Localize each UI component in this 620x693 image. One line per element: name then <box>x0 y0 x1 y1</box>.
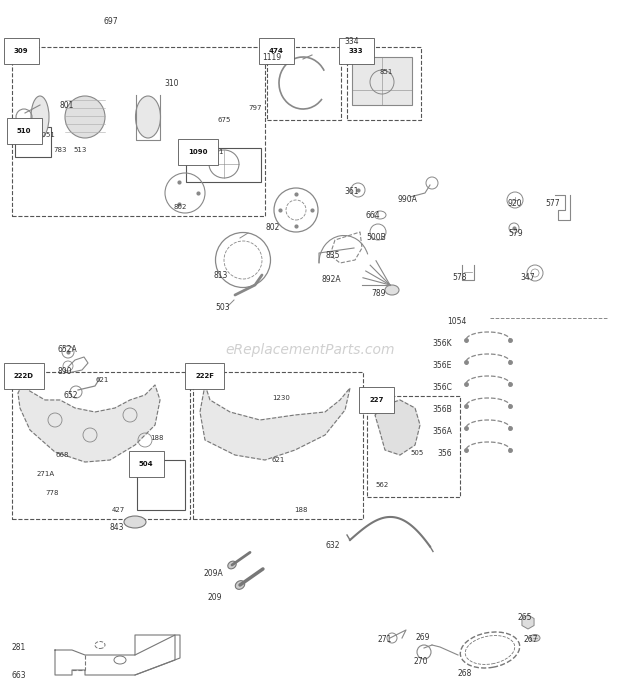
Text: 577: 577 <box>545 198 560 207</box>
Text: 579: 579 <box>508 229 523 238</box>
Text: 789: 789 <box>371 288 386 297</box>
Text: 562: 562 <box>375 482 388 488</box>
Text: 334: 334 <box>344 37 358 46</box>
Text: 309: 309 <box>14 48 29 54</box>
Text: 835: 835 <box>325 252 340 261</box>
Text: 801: 801 <box>60 100 74 109</box>
Bar <box>267 47 341 120</box>
Text: 310: 310 <box>164 80 179 89</box>
Text: 504: 504 <box>139 461 154 467</box>
Text: 222F: 222F <box>195 373 214 379</box>
Text: 227: 227 <box>369 397 383 403</box>
Text: 851: 851 <box>380 69 393 75</box>
Text: 209: 209 <box>208 593 223 602</box>
Text: 347: 347 <box>520 272 534 281</box>
Text: 802: 802 <box>265 224 280 232</box>
Text: 268: 268 <box>458 669 472 678</box>
Text: 675: 675 <box>218 117 231 123</box>
Ellipse shape <box>385 285 399 295</box>
Text: 356B: 356B <box>432 405 452 414</box>
Ellipse shape <box>124 516 146 528</box>
Bar <box>12 372 190 519</box>
Text: 270: 270 <box>413 656 428 665</box>
Text: 783: 783 <box>53 147 66 153</box>
Bar <box>367 396 460 497</box>
Text: 697: 697 <box>104 17 118 26</box>
Text: 513: 513 <box>73 147 86 153</box>
Bar <box>15 127 51 157</box>
Ellipse shape <box>236 581 245 589</box>
Text: 271A: 271A <box>37 471 55 477</box>
Text: 621: 621 <box>95 377 108 383</box>
Text: 188: 188 <box>150 435 164 441</box>
Text: 621: 621 <box>272 457 285 463</box>
Text: 652A: 652A <box>58 346 78 355</box>
Text: 843: 843 <box>110 523 125 532</box>
Text: 1051: 1051 <box>37 132 55 138</box>
Bar <box>347 47 421 120</box>
Text: 333: 333 <box>349 48 363 54</box>
Text: 778: 778 <box>45 490 58 496</box>
Text: 578: 578 <box>452 272 466 281</box>
Text: 356: 356 <box>437 448 451 457</box>
Text: 188: 188 <box>294 507 308 513</box>
Polygon shape <box>18 380 160 462</box>
Text: 890: 890 <box>58 367 73 376</box>
Text: 311: 311 <box>210 149 223 155</box>
Bar <box>137 460 185 510</box>
Text: 269: 269 <box>415 633 430 642</box>
Polygon shape <box>200 385 350 460</box>
Text: 990A: 990A <box>397 195 417 204</box>
Text: 281: 281 <box>12 644 26 653</box>
Text: 356C: 356C <box>432 383 452 392</box>
Text: 474: 474 <box>269 48 284 54</box>
Text: 813: 813 <box>214 270 228 279</box>
Ellipse shape <box>136 96 161 138</box>
Bar <box>193 372 363 519</box>
Ellipse shape <box>228 561 236 569</box>
Bar <box>352 57 412 105</box>
Text: eReplacementParts.com: eReplacementParts.com <box>225 343 395 357</box>
Ellipse shape <box>530 635 540 642</box>
Text: 505: 505 <box>410 450 423 456</box>
Polygon shape <box>375 400 420 455</box>
Ellipse shape <box>31 96 49 138</box>
Text: 271: 271 <box>378 635 392 644</box>
Text: 209A: 209A <box>204 570 224 579</box>
Text: 267: 267 <box>523 635 538 644</box>
Text: 632: 632 <box>325 541 340 550</box>
Bar <box>186 148 261 182</box>
Text: 427: 427 <box>112 507 125 513</box>
Text: 664: 664 <box>366 211 381 220</box>
Text: 361: 361 <box>344 188 358 197</box>
Text: 668: 668 <box>55 452 68 458</box>
Text: 356A: 356A <box>432 426 452 435</box>
Text: 510: 510 <box>17 128 32 134</box>
Text: 356K: 356K <box>432 338 451 347</box>
Text: 1090: 1090 <box>188 149 208 155</box>
Text: 892A: 892A <box>322 276 342 285</box>
Text: 265: 265 <box>518 613 533 622</box>
Text: 652: 652 <box>63 390 78 399</box>
Ellipse shape <box>65 96 105 138</box>
Text: 920: 920 <box>507 198 521 207</box>
Text: 500B: 500B <box>366 234 386 243</box>
Text: 1230: 1230 <box>272 395 290 401</box>
Bar <box>12 47 265 216</box>
Text: 663: 663 <box>12 671 27 680</box>
Text: 1119: 1119 <box>262 53 281 62</box>
Text: 802: 802 <box>174 204 187 210</box>
Text: 1054: 1054 <box>447 317 466 326</box>
Text: 797: 797 <box>248 105 262 111</box>
Text: 503: 503 <box>215 303 229 311</box>
Text: 222D: 222D <box>14 373 34 379</box>
Text: 356E: 356E <box>432 360 451 369</box>
